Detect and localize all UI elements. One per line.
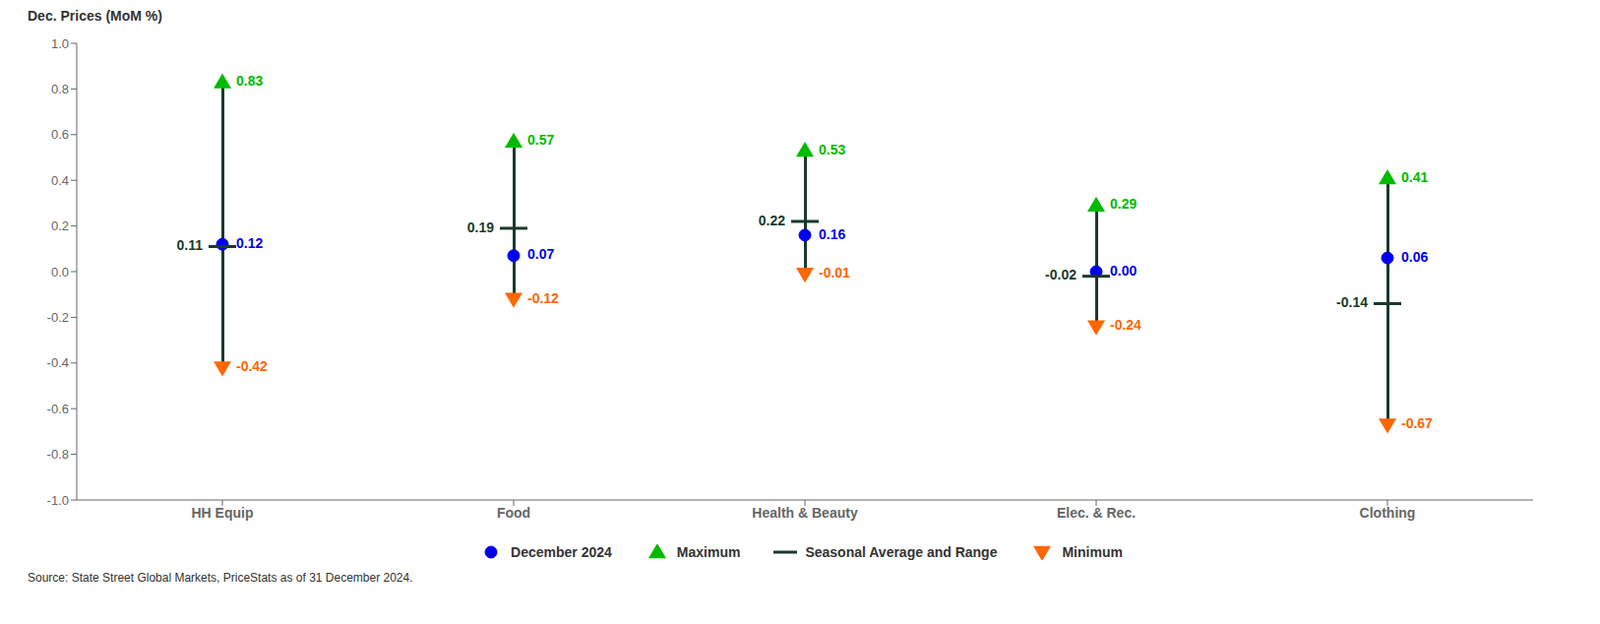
- svg-text:0.12: 0.12: [236, 235, 263, 251]
- svg-text:0.6: 0.6: [51, 126, 69, 142]
- svg-text:HH Equip: HH Equip: [191, 504, 254, 521]
- svg-text:Food: Food: [496, 504, 531, 521]
- html-text:December 2024: December 2024: [510, 544, 612, 560]
- svg-text:-0.01: -0.01: [818, 264, 851, 281]
- svg-text:0.8: 0.8: [51, 81, 69, 97]
- svg-text:-0.42: -0.42: [236, 358, 268, 374]
- svg-text:-0.8: -0.8: [47, 446, 69, 462]
- svg-text:0.06: 0.06: [1401, 248, 1428, 265]
- html-text:Dec. Prices (MoM %): Dec. Prices (MoM %): [27, 7, 163, 24]
- html-text:Source: State Street Global Ma: Source: State Street Global Markets, Pri…: [27, 570, 413, 585]
- svg-text:-0.2: -0.2: [47, 309, 69, 325]
- svg-text:0.53: 0.53: [818, 141, 846, 158]
- svg-text:0.11: 0.11: [177, 237, 204, 253]
- svg-text:0.41: 0.41: [1401, 169, 1428, 185]
- svg-text:-0.67: -0.67: [1401, 415, 1433, 431]
- svg-text:Clothing: Clothing: [1359, 504, 1416, 521]
- svg-text:0.16: 0.16: [818, 226, 846, 243]
- svg-text:0.2: 0.2: [51, 218, 69, 234]
- svg-text:-0.02: -0.02: [1045, 266, 1077, 283]
- svg-text:0.07: 0.07: [527, 246, 554, 262]
- svg-text:-0.14: -0.14: [1336, 294, 1368, 310]
- svg-text:Health & Beauty: Health & Beauty: [751, 504, 859, 521]
- svg-text:0.19: 0.19: [467, 219, 494, 236]
- svg-text:0.83: 0.83: [236, 72, 263, 89]
- svg-text:-0.12: -0.12: [527, 290, 559, 307]
- svg-text:0.4: 0.4: [51, 173, 69, 188]
- svg-text:0.29: 0.29: [1109, 195, 1137, 212]
- html-text:Seasonal Average and Range: Seasonal Average and Range: [805, 544, 998, 560]
- svg-text:-1.0: -1.0: [47, 492, 69, 508]
- svg-text:1.0: 1.0: [51, 36, 69, 52]
- html-text:Minimum: Minimum: [1062, 544, 1123, 560]
- html-text:Maximum: Maximum: [676, 544, 741, 560]
- svg-text:0.22: 0.22: [758, 212, 786, 229]
- svg-text:0.0: 0.0: [51, 264, 69, 280]
- svg-text:0.00: 0.00: [1109, 262, 1137, 279]
- svg-text:-0.6: -0.6: [47, 401, 69, 417]
- svg-text:-0.24: -0.24: [1109, 316, 1142, 333]
- svg-text:Elec. & Rec.: Elec. & Rec.: [1056, 504, 1136, 521]
- svg-text:0.57: 0.57: [527, 131, 554, 148]
- svg-text:-0.4: -0.4: [47, 355, 69, 370]
